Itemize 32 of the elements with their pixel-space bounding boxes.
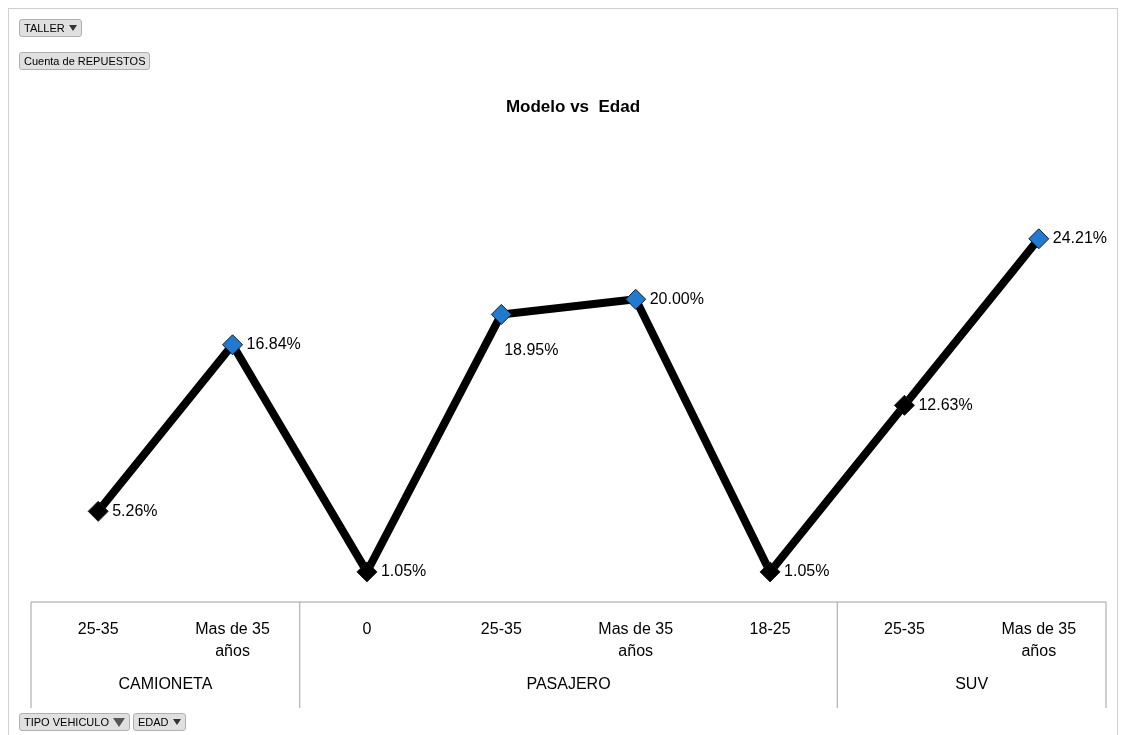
field-button: TALLER bbox=[19, 19, 82, 37]
x-tick-label: 25-35 bbox=[77, 620, 119, 638]
x-tick-label: 25-35 bbox=[480, 620, 522, 638]
data-label: 1.05% bbox=[784, 562, 830, 580]
data-label: 18.95% bbox=[504, 340, 559, 358]
text: CAMIONETA bbox=[118, 675, 213, 693]
point bbox=[490, 303, 512, 325]
data-label: 5.26% bbox=[112, 501, 158, 519]
text: SUV bbox=[955, 675, 989, 693]
text: PASAJERO bbox=[526, 675, 611, 693]
field-button: Cuenta de REPUESTOS bbox=[19, 52, 151, 70]
point bbox=[222, 334, 244, 356]
x-tick-label: Mas de 35 años bbox=[1001, 620, 1077, 660]
point bbox=[87, 500, 109, 522]
data-label: 16.84% bbox=[246, 335, 301, 353]
field-button: EDAD bbox=[132, 713, 186, 731]
point bbox=[356, 561, 378, 583]
data-label: 24.21% bbox=[1052, 229, 1108, 247]
point bbox=[625, 288, 647, 310]
data-label: 12.63% bbox=[918, 395, 973, 413]
x-tick-label: Mas de 35 años bbox=[195, 620, 271, 660]
x-tick-label: 0 bbox=[362, 620, 372, 638]
field-button: TIPO VEHICULO bbox=[19, 713, 130, 731]
point bbox=[1028, 228, 1050, 250]
point bbox=[759, 561, 781, 583]
data-label: 1.05% bbox=[380, 562, 427, 580]
data-label: 20.00% bbox=[649, 289, 704, 307]
x-tick-label: 18-25 bbox=[749, 620, 791, 638]
x-tick-label: 25-35 bbox=[883, 620, 925, 638]
point bbox=[893, 394, 915, 416]
x-tick-label: Mas de 35 años bbox=[598, 620, 674, 660]
chart-title: Modelo vs Edad bbox=[505, 96, 641, 116]
